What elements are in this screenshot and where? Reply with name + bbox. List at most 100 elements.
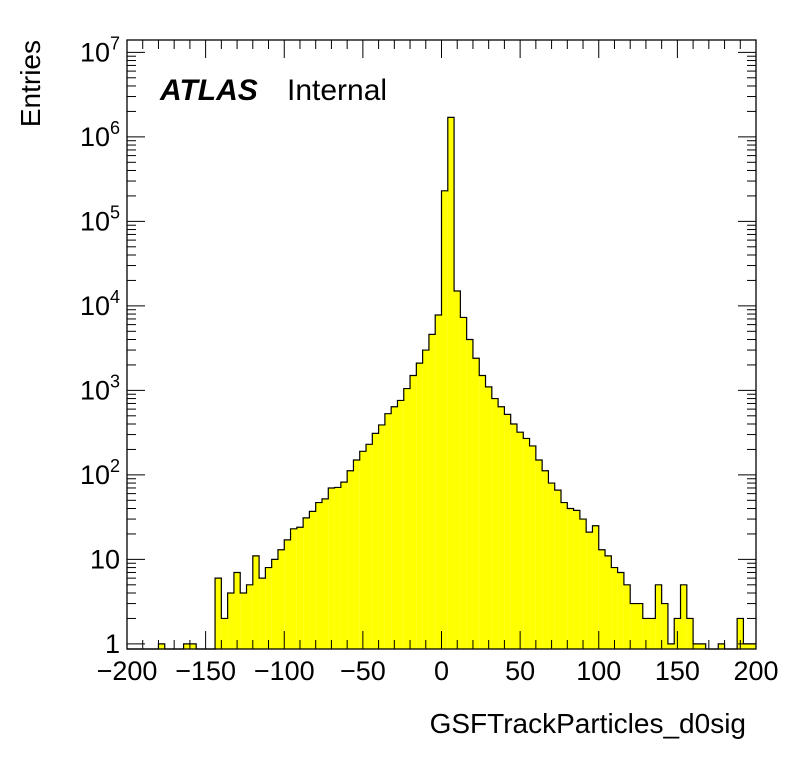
histogram-bin — [246, 584, 253, 649]
histogram-bin — [290, 528, 297, 649]
histogram-bin — [642, 618, 650, 649]
histogram-bin — [353, 459, 360, 649]
histogram-bin — [749, 643, 756, 649]
histogram-bin — [686, 618, 694, 649]
histogram-bin — [498, 406, 505, 649]
histogram-bin — [535, 459, 543, 649]
histogram-bin — [309, 511, 316, 649]
histogram-bin — [567, 508, 574, 649]
histogram-bin — [548, 483, 555, 649]
histogram-bin — [340, 482, 348, 649]
histogram-bin — [466, 339, 473, 649]
internal-label: Internal — [287, 74, 387, 107]
histogram-bin — [630, 603, 637, 649]
histogram-bin — [718, 643, 725, 649]
histogram-bin — [422, 350, 429, 649]
y-tick-label: 102 — [80, 456, 120, 490]
histogram-bin — [221, 618, 228, 649]
histogram-bin — [403, 388, 411, 649]
histogram-bin — [592, 525, 599, 649]
histogram-bin — [661, 603, 668, 649]
histogram-bin — [347, 470, 354, 649]
histogram-bin — [391, 406, 398, 649]
histogram-bin — [397, 400, 404, 649]
histogram-bin — [523, 438, 530, 649]
histogram-bin — [680, 584, 687, 649]
histogram-bin — [277, 549, 285, 649]
x-tick-label: −150 — [175, 656, 236, 686]
histogram-bin — [303, 517, 310, 649]
x-tick-label: 50 — [505, 656, 535, 686]
histogram-bin — [259, 578, 266, 649]
histogram-outline — [127, 116, 756, 650]
histogram-bin — [667, 643, 675, 649]
histogram-bin — [479, 375, 486, 649]
histogram-bin — [573, 510, 580, 649]
histogram-bin — [542, 470, 549, 649]
histogram-bin — [510, 423, 517, 649]
histogram-bin — [378, 424, 385, 649]
x-tick-label: 0 — [434, 656, 449, 686]
histogram-bin — [491, 398, 499, 649]
histogram-bin — [265, 567, 272, 649]
histogram-bin — [554, 490, 562, 649]
histogram-bin — [743, 643, 750, 649]
histogram-bars — [127, 116, 756, 650]
histogram-bin — [529, 445, 536, 649]
histogram-bin — [699, 643, 706, 649]
histogram-bin — [366, 444, 373, 649]
histogram-bin — [516, 432, 524, 649]
atlas-label: ATLAS — [159, 74, 258, 107]
histogram-bin — [623, 584, 631, 649]
histogram-bin — [454, 290, 461, 649]
histogram-bin — [611, 567, 618, 649]
y-tick-label: 104 — [80, 287, 120, 321]
histogram-bin — [737, 618, 744, 649]
histogram-bin — [655, 584, 662, 649]
histogram-bin — [636, 603, 643, 649]
histogram-bin — [485, 386, 492, 649]
histogram-bin — [410, 375, 417, 649]
histogram-bin — [233, 572, 241, 649]
histogram-bin — [334, 487, 341, 649]
histogram-bin — [504, 414, 511, 649]
x-tick-label: −100 — [254, 656, 315, 686]
histogram-bin — [579, 519, 587, 649]
x-tick-label: −200 — [97, 656, 158, 686]
histogram-bin — [189, 643, 197, 649]
y-tick-labels: 1 10 102 103 104 105 106 107 — [80, 33, 120, 659]
histogram-bin — [416, 363, 423, 649]
histogram-bin — [435, 314, 442, 649]
x-axis-title: GSFTrackParticles_d0sig — [430, 708, 746, 739]
x-tick-labels: −200 −150 −100 −50 0 50 100 150 200 — [97, 656, 779, 686]
histogram-bin — [328, 487, 335, 649]
histogram-bin — [441, 190, 448, 649]
histogram-bin — [372, 433, 379, 649]
histogram-bin — [158, 643, 165, 649]
histogram-bin — [428, 334, 436, 649]
histogram-bin — [586, 532, 593, 649]
histogram-bin — [649, 618, 656, 649]
histogram-bin — [605, 555, 612, 649]
y-tick-label: 105 — [80, 202, 120, 236]
y-tick-label: 107 — [80, 33, 120, 67]
plot-frame — [126, 39, 757, 650]
histogram-bin — [384, 413, 392, 649]
y-tick-label: 106 — [80, 118, 120, 152]
histogram-bin — [271, 559, 278, 649]
histogram-bin — [598, 549, 606, 649]
histogram-bin — [252, 555, 260, 649]
histogram-bin — [447, 117, 455, 649]
x-tick-label: 100 — [576, 656, 621, 686]
histogram-bin — [183, 643, 190, 649]
histogram-bin — [296, 527, 304, 649]
histogram-bin — [617, 572, 624, 649]
x-tick-label: −50 — [340, 656, 386, 686]
histogram-bin — [315, 502, 322, 649]
y-tick-label: 1 — [105, 629, 120, 659]
histogram-bin — [460, 317, 467, 649]
histogram-bin — [359, 451, 367, 649]
axis-ticks — [126, 40, 757, 649]
y-tick-label: 103 — [80, 371, 120, 405]
